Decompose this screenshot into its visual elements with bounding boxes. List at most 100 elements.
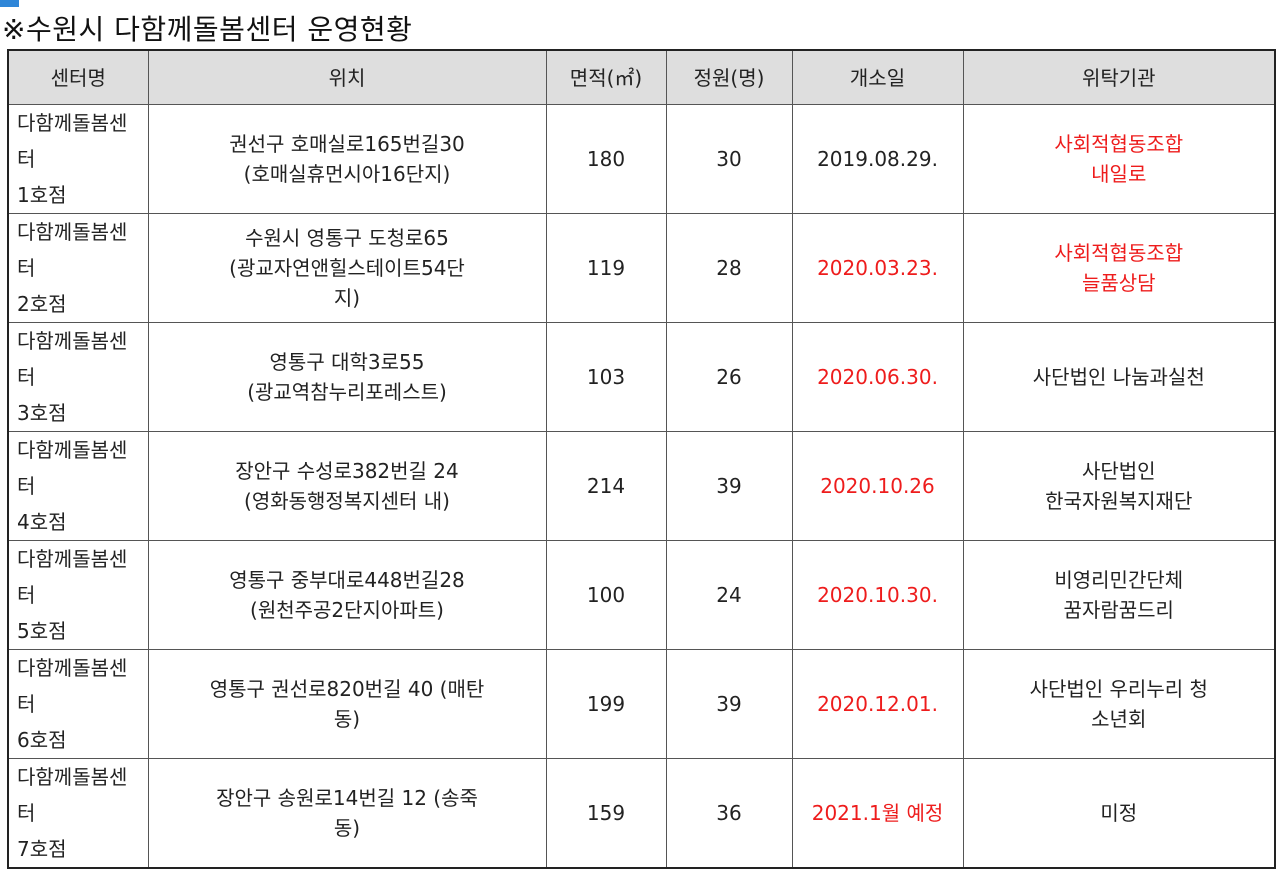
location-cell: 영통구 권선로820번길 40 (매탄 동) [147, 649, 547, 759]
table-row: 다함께돌봄센 터 7호점 장안구 송원로14번길 12 (송죽 동) 159 3… [7, 758, 1276, 869]
location-line: 영통구 권선로820번길 40 (매탄 [209, 677, 485, 701]
table-row: 다함께돌봄센 터 3호점 영통구 대학3로55 (광교역참누리포레스트) 103… [7, 322, 1276, 432]
operator-line: 사회적협동조합 [1054, 241, 1184, 265]
operator-line: 꿈자람꿈드리 [1063, 598, 1174, 622]
center-name-line: 7호점 [17, 837, 67, 861]
center-name-line: 터 [17, 583, 36, 607]
table-row: 다함께돌봄센 터 2호점 수원시 영통구 도청로65 (광교자연앤힐스테이트54… [7, 213, 1276, 323]
center-name-cell: 다함께돌봄센 터 5호점 [7, 540, 149, 650]
center-name-line: 터 [17, 801, 36, 825]
operator-cell: 사단법인 나눔과실천 [962, 322, 1276, 432]
location-line: 장안구 송원로14번길 12 (송죽 [216, 786, 478, 810]
operator-cell: 미정 [962, 758, 1276, 869]
center-name-line: 1호점 [17, 183, 67, 207]
table-row: 다함께돌봄센 터 1호점 권선구 호매실로165번길30 (호매실휴먼시아16단… [7, 104, 1276, 214]
center-name-line: 2호점 [17, 292, 67, 316]
location-line: 동) [333, 707, 361, 731]
opening-date-cell: 2019.08.29. [791, 104, 964, 214]
center-name-cell: 다함께돌봄센 터 2호점 [7, 213, 149, 323]
location-line: 권선구 호매실로165번길30 [229, 132, 465, 156]
capacity-cell: 39 [665, 431, 793, 541]
area-cell: 214 [545, 431, 667, 541]
center-name-line: 터 [17, 474, 36, 498]
operator-line: 사단법인 나눔과실천 [1032, 365, 1205, 389]
location-line: 장안구 수성로382번길 24 [235, 459, 459, 483]
center-name-line: 다함께돌봄센 [17, 765, 128, 789]
table-row: 다함께돌봄센 터 6호점 영통구 권선로820번길 40 (매탄 동) 199 … [7, 649, 1276, 759]
center-name-line: 다함께돌봄센 [17, 329, 128, 353]
location-line: 영통구 중부대로448번길28 [229, 568, 465, 592]
opening-date-cell: 2020.12.01. [791, 649, 964, 759]
location-line: (광교역참누리포레스트) [247, 380, 447, 404]
header-location: 위치 [147, 49, 547, 105]
operator-cell: 사회적협동조합 늘품상담 [962, 213, 1276, 323]
location-cell: 권선구 호매실로165번길30 (호매실휴먼시아16단지) [147, 104, 547, 214]
center-name-line: 3호점 [17, 401, 67, 425]
center-name-line: 터 [17, 147, 36, 171]
area-cell: 119 [545, 213, 667, 323]
area-cell: 100 [545, 540, 667, 650]
opening-date-cell: 2020.06.30. [791, 322, 964, 432]
opening-date-cell: 2020.03.23. [791, 213, 964, 323]
header-capacity: 정원(명) [665, 49, 793, 105]
center-name-line: 다함께돌봄센 [17, 656, 128, 680]
header-operator: 위탁기관 [962, 49, 1276, 105]
operator-cell: 사회적협동조합 내일로 [962, 104, 1276, 214]
area-cell: 180 [545, 104, 667, 214]
center-name-line: 다함께돌봄센 [17, 438, 128, 462]
center-name-cell: 다함께돌봄센 터 6호점 [7, 649, 149, 759]
location-cell: 장안구 수성로382번길 24 (영화동행정복지센터 내) [147, 431, 547, 541]
operator-line: 비영리민간단체 [1054, 568, 1184, 592]
operator-line: 사단법인 우리누리 청 [1029, 677, 1208, 701]
location-line: 영통구 대학3로55 [269, 350, 425, 374]
area-cell: 159 [545, 758, 667, 869]
location-cell: 영통구 중부대로448번길28 (원천주공2단지아파트) [147, 540, 547, 650]
header-opening-date: 개소일 [791, 49, 964, 105]
capacity-cell: 24 [665, 540, 793, 650]
location-line: 동) [333, 816, 361, 840]
center-name-cell: 다함께돌봄센 터 4호점 [7, 431, 149, 541]
center-name-line: 터 [17, 256, 36, 280]
operator-line: 미정 [1100, 801, 1138, 825]
table-header-row: 센터명 위치 면적(㎡) 정원(명) 개소일 위탁기관 [7, 49, 1276, 105]
capacity-cell: 36 [665, 758, 793, 869]
center-name-line: 다함께돌봄센 [17, 547, 128, 571]
operator-line: 사단법인 [1081, 459, 1156, 483]
center-name-cell: 다함께돌봄센 터 1호점 [7, 104, 149, 214]
opening-date-cell: 2021.1월 예정 [791, 758, 964, 869]
center-name-cell: 다함께돌봄센 터 3호점 [7, 322, 149, 432]
center-name-cell: 다함께돌봄센 터 7호점 [7, 758, 149, 869]
operator-cell: 사단법인 우리누리 청 소년회 [962, 649, 1276, 759]
location-cell: 장안구 송원로14번길 12 (송죽 동) [147, 758, 547, 869]
operator-line: 소년회 [1091, 707, 1147, 731]
capacity-cell: 28 [665, 213, 793, 323]
opening-date-cell: 2020.10.26 [791, 431, 964, 541]
location-line: (광교자연앤힐스테이트54단 [229, 256, 465, 280]
center-name-line: 5호점 [17, 619, 67, 643]
capacity-cell: 26 [665, 322, 793, 432]
opening-date-cell: 2020.10.30. [791, 540, 964, 650]
operator-cell: 사단법인 한국자원복지재단 [962, 431, 1276, 541]
capacity-cell: 39 [665, 649, 793, 759]
center-name-line: 터 [17, 365, 36, 389]
center-name-line: 6호점 [17, 728, 67, 752]
center-name-line: 터 [17, 692, 36, 716]
area-cell: 103 [545, 322, 667, 432]
area-cell: 199 [545, 649, 667, 759]
page-title: ※수원시 다함께돌봄센터 운영현황 [2, 13, 413, 46]
location-line: 지) [333, 286, 361, 310]
location-line: 수원시 영통구 도청로65 [245, 226, 449, 250]
center-name-line: 다함께돌봄센 [17, 220, 128, 244]
location-line: (영화동행정복지센터 내) [244, 489, 450, 513]
section-marker [0, 0, 19, 7]
operator-line: 사회적협동조합 [1054, 132, 1184, 156]
location-line: (원천주공2단지아파트) [250, 598, 444, 622]
header-area: 면적(㎡) [545, 49, 667, 105]
center-name-line: 다함께돌봄센 [17, 111, 128, 135]
center-name-line: 4호점 [17, 510, 67, 534]
location-cell: 수원시 영통구 도청로65 (광교자연앤힐스테이트54단 지) [147, 213, 547, 323]
location-line: (호매실휴먼시아16단지) [243, 162, 451, 186]
operator-cell: 비영리민간단체 꿈자람꿈드리 [962, 540, 1276, 650]
operator-line: 늘품상담 [1081, 271, 1156, 295]
header-center-name: 센터명 [7, 49, 149, 105]
